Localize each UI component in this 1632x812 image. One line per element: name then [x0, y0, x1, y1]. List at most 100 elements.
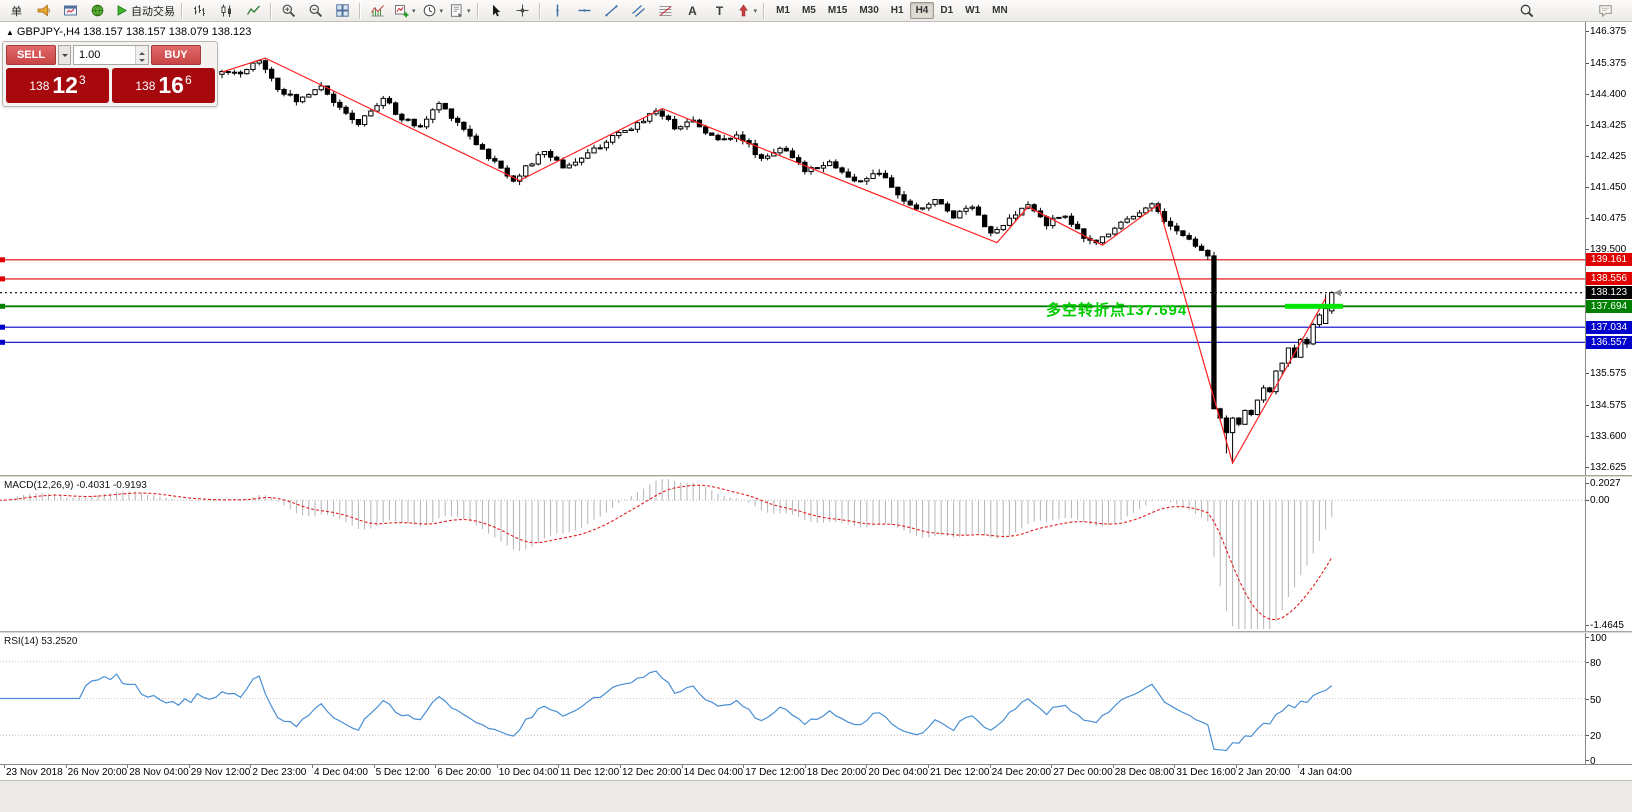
zoom-in-button[interactable]: [275, 0, 302, 21]
timeframe-w1-button[interactable]: W1: [965, 5, 981, 16]
horizontal-level-lines[interactable]: [0, 257, 1585, 345]
time-axis-tick: [1236, 765, 1237, 768]
support-highlight-segment[interactable]: [1285, 303, 1343, 309]
bar-chart-button[interactable]: [186, 0, 213, 21]
arrows-button[interactable]: ▾: [733, 0, 761, 21]
sell-button[interactable]: SELL: [6, 45, 56, 65]
time-axis-tick: [496, 765, 498, 768]
collapse-panel-icon[interactable]: ▲: [6, 28, 14, 37]
macd-axis-label: 0.00: [1590, 495, 1610, 507]
chat-button[interactable]: [1592, 0, 1619, 21]
time-axis-label: 2 Dec 23:00: [252, 767, 307, 778]
sell-price-display[interactable]: 138 12 3: [6, 68, 109, 103]
indicators-icon: [370, 3, 385, 18]
channel-button[interactable]: [625, 0, 652, 21]
timeframe-m15-button[interactable]: M15: [827, 5, 848, 16]
tile-windows-button[interactable]: [329, 0, 356, 21]
timeframe-m30-button[interactable]: M30: [859, 5, 879, 16]
bars-icon: [192, 3, 207, 18]
price-level-tag: 137.694: [1586, 299, 1632, 313]
linechart-icon: [246, 3, 261, 18]
text-button[interactable]: A: [679, 0, 706, 21]
axis-tick: [1586, 500, 1589, 502]
panel-splitter[interactable]: [0, 631, 1632, 633]
buy-button[interactable]: BUY: [151, 45, 201, 65]
macd-indicator-panel[interactable]: [0, 477, 1585, 631]
volume-up-button[interactable]: [136, 46, 148, 55]
cursor-button[interactable]: [482, 0, 509, 21]
price-level-tag: 138.123: [1586, 286, 1632, 300]
time-axis-label: 28 Dec 08:00: [1114, 767, 1175, 778]
market-watch-button[interactable]: [57, 0, 84, 21]
new-order-button[interactable]: 单: [3, 0, 30, 21]
time-axis-label: 17 Dec 12:00: [745, 767, 805, 778]
vertical-line-button[interactable]: [544, 0, 571, 21]
time-axis-label: 28 Nov 04:00: [129, 767, 189, 778]
autotrading-button[interactable]: 自动交易: [111, 0, 178, 21]
panel-splitter[interactable]: [0, 475, 1632, 477]
new-chart-button[interactable]: ▾: [391, 0, 419, 21]
axis-tick: [1586, 467, 1589, 468]
time-axis-tick: [989, 765, 991, 768]
buy-price-prefix: 138: [135, 78, 156, 93]
autotrading-button-label: 自动交易: [131, 5, 175, 18]
buy-price-pips: 16: [158, 72, 184, 98]
sell-price-prefix: 138: [29, 78, 50, 93]
time-axis-tick: [1297, 765, 1299, 768]
time-axis[interactable]: 23 Nov 2018 26 Nov 20:00 28 Nov 04:00 29 No…: [0, 764, 1632, 780]
candlesticks: [219, 59, 1335, 464]
volume-input[interactable]: [74, 46, 135, 64]
market-icon: [63, 3, 78, 18]
time-axis-label: 29 Nov 12:00: [190, 767, 251, 778]
fibonacci-button[interactable]: [652, 0, 679, 21]
vline-icon: [550, 3, 565, 18]
news-button[interactable]: [30, 0, 57, 21]
price-axis-label: 132.625: [1590, 462, 1627, 473]
periods-button[interactable]: ▾: [419, 0, 447, 21]
time-axis-tick: [435, 765, 437, 768]
time-axis-label: 26 Nov 20:00: [67, 767, 128, 778]
zoom-out-button[interactable]: [302, 0, 329, 21]
volume-down-button[interactable]: [136, 55, 148, 64]
horizontal-line-button[interactable]: [571, 0, 598, 21]
rsi-line: [0, 670, 1333, 752]
volume-dropdown-button[interactable]: [58, 45, 71, 65]
dropdown-arrow-icon[interactable]: ▾: [467, 7, 471, 15]
candlestick-chart-button[interactable]: [213, 0, 240, 21]
dropdown-arrow-icon[interactable]: ▾: [412, 7, 416, 15]
tile-icon: [335, 3, 350, 18]
trendline-icon: [604, 3, 619, 18]
axis-tick: [1586, 62, 1589, 64]
label-button[interactable]: T: [706, 0, 733, 21]
timeframe-m1-button[interactable]: M1: [776, 5, 790, 16]
trendline-button[interactable]: [598, 0, 625, 21]
price-axis-label: 139.500: [1590, 244, 1627, 255]
timeframe-mn-button[interactable]: MN: [992, 5, 1008, 16]
templates-button[interactable]: ▾: [446, 0, 474, 21]
price-axis[interactable]: 146.375 145.375 144.400 143.425 142.425 141.4…: [1585, 22, 1632, 767]
price-level-tag: 138.556: [1586, 272, 1632, 286]
timeframe-h4-button[interactable]: H4: [909, 2, 935, 19]
time-axis-tick: [558, 765, 560, 768]
search-button[interactable]: [1513, 0, 1540, 21]
window-bottom-strip: [0, 780, 1632, 812]
search-icon: [1519, 3, 1534, 18]
buy-price-display[interactable]: 138 16 6: [112, 68, 215, 103]
timeframe-m5-button[interactable]: M5: [801, 5, 816, 16]
timeframe-d1-button[interactable]: D1: [940, 5, 954, 16]
dropdown-arrow-icon[interactable]: ▾: [439, 7, 444, 15]
time-axis-tick: [1112, 765, 1114, 768]
time-axis-label: 2 Jan 20:00: [1238, 767, 1291, 778]
community-button[interactable]: [84, 0, 111, 21]
zigzag-line[interactable]: [221, 57, 1327, 465]
line-chart-button[interactable]: [240, 0, 267, 21]
rsi-indicator-panel[interactable]: [0, 633, 1585, 764]
indicators-button[interactable]: [364, 0, 391, 21]
time-axis-label: 31 Dec 16:00: [1176, 767, 1236, 778]
dropdown-arrow-icon[interactable]: ▾: [753, 7, 758, 15]
crosshair-button[interactable]: [509, 0, 536, 21]
timeframe-h1-button[interactable]: H1: [890, 5, 904, 16]
hline-icon: [577, 3, 592, 18]
macd-axis-label: -1.4645: [1590, 620, 1624, 631]
price-chart[interactable]: [0, 22, 1585, 475]
